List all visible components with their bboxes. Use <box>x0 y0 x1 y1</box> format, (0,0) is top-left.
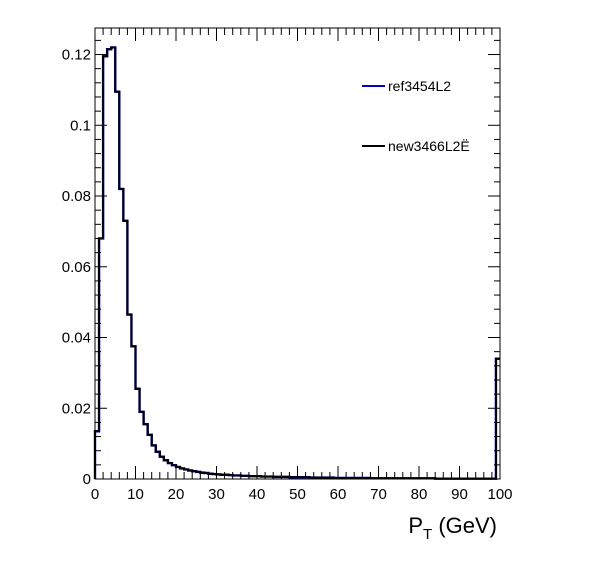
x-tick-label: 50 <box>289 486 306 503</box>
y-tick-label: 0.12 <box>62 47 91 64</box>
y-tick-label: 0.02 <box>62 400 91 417</box>
x-tick-label: 80 <box>411 486 428 503</box>
x-axis-label-main: P <box>408 513 423 538</box>
x-tick-label: 70 <box>370 486 387 503</box>
y-tick-label: 0.1 <box>70 117 91 134</box>
y-tick-label: 0.04 <box>62 330 91 347</box>
x-tick-label: 60 <box>330 486 347 503</box>
x-axis-label: PT (GeV) <box>408 513 497 543</box>
x-tick-label: 100 <box>487 486 512 503</box>
x-tick-label: 10 <box>127 486 144 503</box>
x-tick-label: 40 <box>249 486 266 503</box>
x-tick-label: 0 <box>91 486 99 503</box>
x-axis-label-subscript: T <box>423 526 432 543</box>
y-tick-label: 0.08 <box>62 188 91 205</box>
legend-label-0: ref3454L2 <box>388 78 451 94</box>
y-tick-label: 0.06 <box>62 259 91 276</box>
tick-labels-layer: 0 10 20 30 40 50 60 70 80 90 100 0 0.02 0.04 0.06 0.08 0… <box>62 47 513 503</box>
x-tick-label: 90 <box>451 486 468 503</box>
y-tick-label: 0 <box>83 471 91 488</box>
x-tick-label: 30 <box>208 486 225 503</box>
legend: ref3454L2 new3466L2Ë <box>362 78 470 154</box>
legend-label-1: new3466L2Ë <box>388 138 470 154</box>
x-tick-label: 20 <box>168 486 185 503</box>
ticks-layer <box>94 28 501 480</box>
x-axis-label-unit: (GeV) <box>432 513 497 538</box>
